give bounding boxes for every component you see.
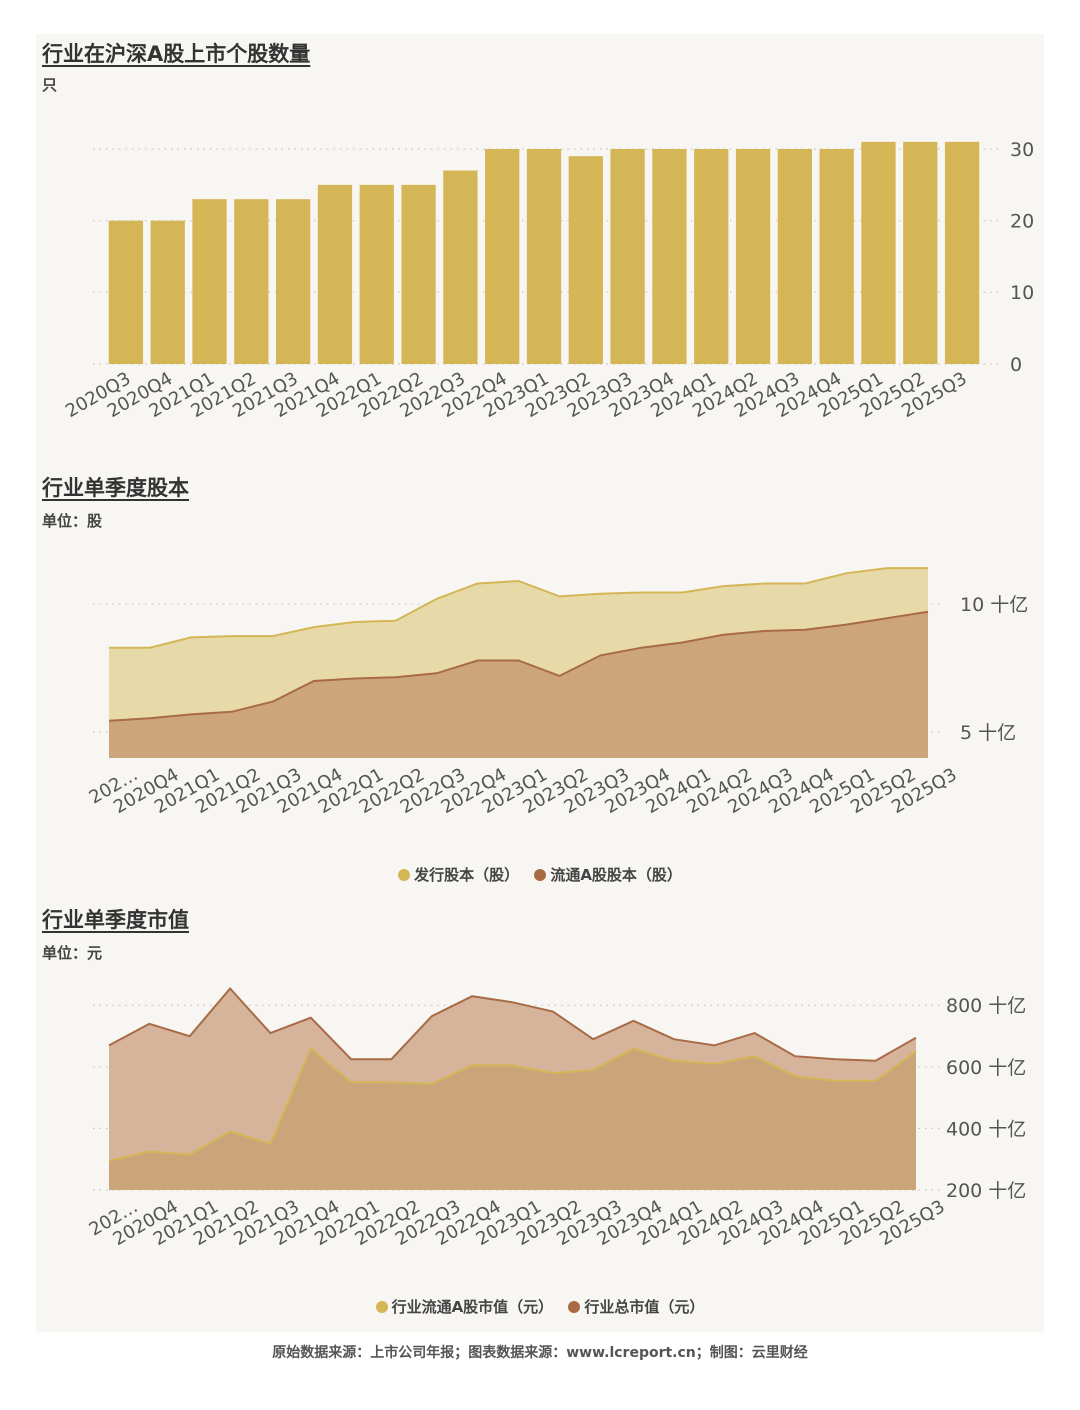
chart1-ytick-label: 10 <box>1010 282 1034 304</box>
chart3-title: 行业单季度市值 <box>42 908 189 932</box>
chart1-bar <box>568 156 603 364</box>
chart3-series-line-1 <box>108 986 917 1062</box>
chart1-bar <box>526 149 562 364</box>
chart1-bar <box>819 149 854 364</box>
source-footnote: 原始数据来源：上市公司年报；图表数据来源：www.lcreport.cn；制图：… <box>272 1345 808 1361</box>
chart2-series-line-1 <box>108 610 929 722</box>
chart2-legend-item-0[interactable]: 发行股本（股） <box>398 864 519 885</box>
legend-label: 行业总市值（元） <box>584 1298 705 1316</box>
chart3-series-line-0 <box>108 1046 917 1162</box>
chart3-legend: 行业流通A股市值（元） 行业总市值（元） <box>0 1296 1080 1317</box>
chart3-ytick-label: 600 十亿 <box>946 1057 1026 1079</box>
chart1-unit: 只 <box>42 76 58 94</box>
chart3-legend-item-1[interactable]: 行业总市值（元） <box>568 1296 704 1317</box>
chart2-title: 行业单季度股本 <box>42 476 189 500</box>
chart3-legend-item-0[interactable]: 行业流通A股市值（元） <box>375 1296 554 1317</box>
chart1-bar <box>652 149 687 364</box>
chart1-bar <box>610 149 645 364</box>
chart1-ytick-label: 20 <box>1010 211 1034 233</box>
chart1-bar <box>108 220 144 364</box>
legend-dot-icon <box>375 1301 388 1313</box>
chart1-bar <box>401 184 436 364</box>
chart2-legend: 发行股本（股） 流通A股股本（股） <box>0 864 1080 885</box>
chart1-bar <box>694 149 729 364</box>
chart1-bar <box>903 141 938 364</box>
chart1-bar <box>777 149 812 364</box>
chart1-bar <box>359 184 394 364</box>
legend-dot-icon <box>568 1301 581 1313</box>
chart1-bar <box>192 199 227 364</box>
chart1-bar <box>276 199 311 364</box>
chart2-ytick-label: 5 十亿 <box>960 722 1016 744</box>
chart1-bar <box>735 149 771 364</box>
chart3-area-0 <box>109 1048 916 1190</box>
legend-label: 行业流通A股市值（元） <box>391 1298 554 1316</box>
chart3-unit: 单位：元 <box>42 944 103 962</box>
chart1-ytick-label: 30 <box>1010 139 1034 161</box>
chart1-bar <box>485 149 520 364</box>
legend-dot-icon <box>398 869 411 881</box>
chart3-ytick-label: 200 十亿 <box>946 1180 1026 1202</box>
chart2-unit: 单位：股 <box>42 512 103 530</box>
chart2-ytick-label: 10 十亿 <box>960 594 1028 616</box>
chart2-series-line-0 <box>109 567 928 649</box>
chart1-bar <box>861 141 896 364</box>
chart1-title: 行业在沪深A股上市个股数量 <box>42 42 311 66</box>
chart1-ytick-label: 0 <box>1010 354 1022 376</box>
chart1-bar <box>944 141 980 364</box>
chart2-legend-item-1[interactable]: 流通A股股本（股） <box>534 864 682 885</box>
chart1-bar <box>317 184 353 364</box>
legend-label: 流通A股股本（股） <box>550 866 682 884</box>
chart2-area-1 <box>109 611 928 758</box>
legend-label: 发行股本（股） <box>414 866 520 884</box>
chart1-bar <box>234 199 269 364</box>
chart1-bar-chart: 01020302020Q32020Q42021Q12021Q22021Q3202… <box>62 139 1034 422</box>
chart3-ytick-label: 400 十亿 <box>946 1118 1026 1140</box>
legend-dot-icon <box>534 869 547 881</box>
chart1-bar <box>443 170 478 364</box>
chart3-ytick-label: 800 十亿 <box>946 995 1026 1017</box>
chart1-bar <box>150 220 185 364</box>
